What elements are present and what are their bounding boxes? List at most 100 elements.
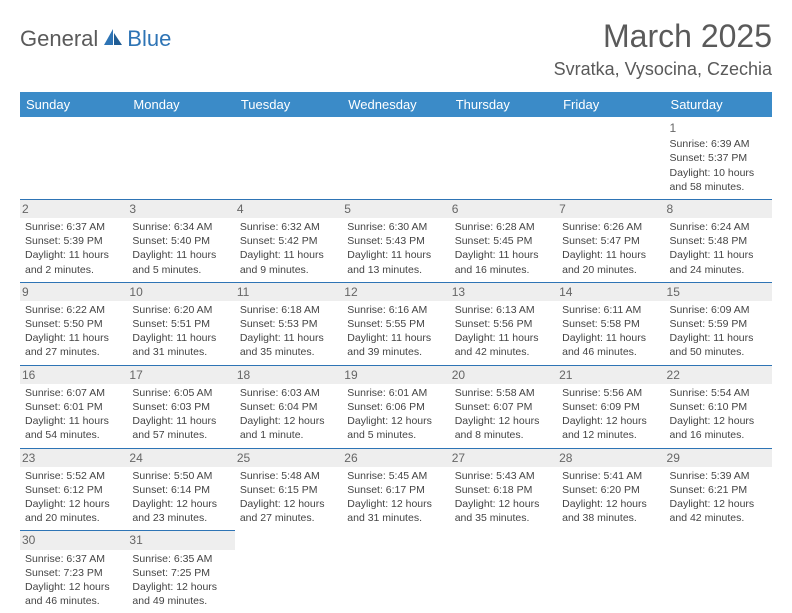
calendar-cell xyxy=(342,531,449,613)
sunrise-text: Sunrise: 5:43 AM xyxy=(455,469,552,483)
sunset-text: Sunset: 6:21 PM xyxy=(670,483,767,497)
sunrise-text: Sunrise: 5:54 AM xyxy=(670,386,767,400)
sunrise-text: Sunrise: 6:37 AM xyxy=(25,220,122,234)
daylight-text: Daylight: 11 hours and 46 minutes. xyxy=(562,331,659,359)
sunset-text: Sunset: 5:40 PM xyxy=(132,234,229,248)
calendar-cell xyxy=(342,117,449,199)
sunset-text: Sunset: 5:37 PM xyxy=(670,151,767,165)
sunrise-text: Sunrise: 6:32 AM xyxy=(240,220,337,234)
daylight-text: Daylight: 12 hours and 31 minutes. xyxy=(347,497,444,525)
calendar-cell: 18Sunrise: 6:03 AMSunset: 6:04 PMDayligh… xyxy=(235,365,342,448)
calendar-cell xyxy=(20,117,127,199)
sunset-text: Sunset: 6:18 PM xyxy=(455,483,552,497)
sunset-text: Sunset: 5:58 PM xyxy=(562,317,659,331)
sunrise-text: Sunrise: 5:45 AM xyxy=(347,469,444,483)
calendar-row: 9Sunrise: 6:22 AMSunset: 5:50 PMDaylight… xyxy=(20,282,772,365)
day-number: 6 xyxy=(450,200,557,218)
sunrise-text: Sunrise: 6:35 AM xyxy=(132,552,229,566)
daylight-text: Daylight: 11 hours and 9 minutes. xyxy=(240,248,337,276)
calendar-cell xyxy=(557,117,664,199)
calendar-cell: 1Sunrise: 6:39 AMSunset: 5:37 PMDaylight… xyxy=(665,117,772,199)
day-number: 18 xyxy=(235,366,342,384)
logo: General Blue xyxy=(20,26,171,52)
sunset-text: Sunset: 5:50 PM xyxy=(25,317,122,331)
calendar-cell: 16Sunrise: 6:07 AMSunset: 6:01 PMDayligh… xyxy=(20,365,127,448)
calendar-row: 23Sunrise: 5:52 AMSunset: 6:12 PMDayligh… xyxy=(20,448,772,531)
sunset-text: Sunset: 5:59 PM xyxy=(670,317,767,331)
sunrise-text: Sunrise: 6:03 AM xyxy=(240,386,337,400)
daylight-text: Daylight: 11 hours and 31 minutes. xyxy=(132,331,229,359)
daylight-text: Daylight: 11 hours and 35 minutes. xyxy=(240,331,337,359)
calendar-cell: 7Sunrise: 6:26 AMSunset: 5:47 PMDaylight… xyxy=(557,199,664,282)
sunrise-text: Sunrise: 6:13 AM xyxy=(455,303,552,317)
day-number: 7 xyxy=(557,200,664,218)
calendar-cell: 2Sunrise: 6:37 AMSunset: 5:39 PMDaylight… xyxy=(20,199,127,282)
sunset-text: Sunset: 6:01 PM xyxy=(25,400,122,414)
daylight-text: Daylight: 12 hours and 12 minutes. xyxy=(562,414,659,442)
logo-text-blue: Blue xyxy=(127,26,171,52)
sunrise-text: Sunrise: 6:16 AM xyxy=(347,303,444,317)
sunset-text: Sunset: 6:15 PM xyxy=(240,483,337,497)
daylight-text: Daylight: 12 hours and 1 minute. xyxy=(240,414,337,442)
sunrise-text: Sunrise: 6:24 AM xyxy=(670,220,767,234)
day-number: 25 xyxy=(235,449,342,467)
calendar-cell xyxy=(665,531,772,613)
calendar-cell xyxy=(557,531,664,613)
day-number: 15 xyxy=(665,283,772,301)
header: General Blue March 2025 Svratka, Vysocin… xyxy=(20,18,772,80)
sunrise-text: Sunrise: 5:52 AM xyxy=(25,469,122,483)
daylight-text: Daylight: 12 hours and 20 minutes. xyxy=(25,497,122,525)
daylight-text: Daylight: 11 hours and 5 minutes. xyxy=(132,248,229,276)
daylight-text: Daylight: 11 hours and 54 minutes. xyxy=(25,414,122,442)
location: Svratka, Vysocina, Czechia xyxy=(554,59,772,80)
day-number: 28 xyxy=(557,449,664,467)
sunset-text: Sunset: 7:23 PM xyxy=(25,566,122,580)
day-number: 24 xyxy=(127,449,234,467)
daylight-text: Daylight: 11 hours and 20 minutes. xyxy=(562,248,659,276)
day-number: 10 xyxy=(127,283,234,301)
sunset-text: Sunset: 5:55 PM xyxy=(347,317,444,331)
calendar-cell: 27Sunrise: 5:43 AMSunset: 6:18 PMDayligh… xyxy=(450,448,557,531)
sunrise-text: Sunrise: 6:07 AM xyxy=(25,386,122,400)
sunset-text: Sunset: 5:42 PM xyxy=(240,234,337,248)
day-number: 29 xyxy=(665,449,772,467)
daylight-text: Daylight: 12 hours and 23 minutes. xyxy=(132,497,229,525)
day-number: 13 xyxy=(450,283,557,301)
daylight-text: Daylight: 11 hours and 57 minutes. xyxy=(132,414,229,442)
day-number: 27 xyxy=(450,449,557,467)
sunset-text: Sunset: 5:39 PM xyxy=(25,234,122,248)
sunset-text: Sunset: 5:53 PM xyxy=(240,317,337,331)
daylight-text: Daylight: 12 hours and 27 minutes. xyxy=(240,497,337,525)
day-number: 9 xyxy=(20,283,127,301)
calendar-cell: 3 Sunrise: 6:34 AMSunset: 5:40 PMDaylight… xyxy=(127,199,234,282)
sunrise-text: Sunrise: 6:37 AM xyxy=(25,552,122,566)
sunrise-text: Sunrise: 6:30 AM xyxy=(347,220,444,234)
logo-sail-icon xyxy=(102,27,124,52)
sunset-text: Sunset: 6:14 PM xyxy=(132,483,229,497)
sunrise-text: Sunrise: 6:39 AM xyxy=(670,137,767,151)
calendar-cell: 25Sunrise: 5:48 AMSunset: 6:15 PMDayligh… xyxy=(235,448,342,531)
calendar-row: 16Sunrise: 6:07 AMSunset: 6:01 PMDayligh… xyxy=(20,365,772,448)
sunset-text: Sunset: 6:07 PM xyxy=(455,400,552,414)
sunset-text: Sunset: 6:06 PM xyxy=(347,400,444,414)
daylight-text: Daylight: 12 hours and 46 minutes. xyxy=(25,580,122,608)
calendar-cell: 22Sunrise: 5:54 AMSunset: 6:10 PMDayligh… xyxy=(665,365,772,448)
calendar-cell: 24 Sunrise: 5:50 AMSunset: 6:14 PMDayligh… xyxy=(127,448,234,531)
day-number: 5 xyxy=(342,200,449,218)
sunrise-text: Sunrise: 6:34 AM xyxy=(132,220,229,234)
sunrise-text: Sunrise: 6:09 AM xyxy=(670,303,767,317)
sunrise-text: Sunrise: 6:11 AM xyxy=(562,303,659,317)
weekday-header: Saturday xyxy=(665,92,772,117)
title-block: March 2025 Svratka, Vysocina, Czechia xyxy=(554,18,772,80)
daylight-text: Daylight: 11 hours and 2 minutes. xyxy=(25,248,122,276)
calendar-table: SundayMondayTuesdayWednesdayThursdayFrid… xyxy=(20,92,772,613)
day-number: 3 xyxy=(127,200,234,218)
calendar-cell: 19Sunrise: 6:01 AMSunset: 6:06 PMDayligh… xyxy=(342,365,449,448)
sunrise-text: Sunrise: 5:50 AM xyxy=(132,469,229,483)
day-number: 20 xyxy=(450,366,557,384)
calendar-row: 2Sunrise: 6:37 AMSunset: 5:39 PMDaylight… xyxy=(20,199,772,282)
day-number: 8 xyxy=(665,200,772,218)
calendar-cell: 10Sunrise: 6:20 AMSunset: 5:51 PMDayligh… xyxy=(127,282,234,365)
logo-text-general: General xyxy=(20,26,98,52)
day-number: 26 xyxy=(342,449,449,467)
